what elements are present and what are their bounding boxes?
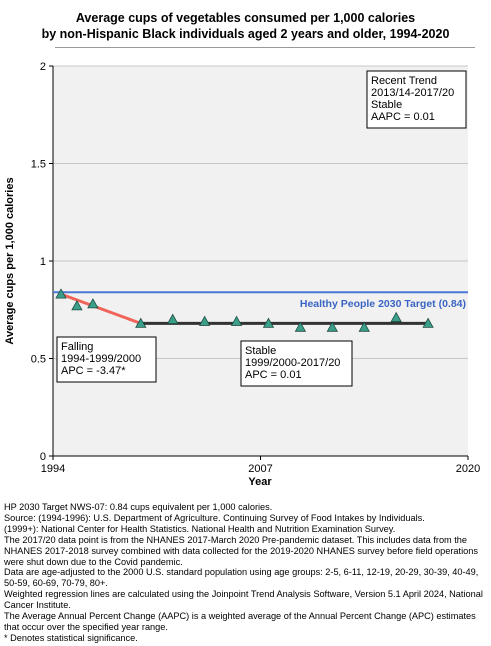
y-tick-label: 0: [40, 451, 46, 463]
data-point: [71, 300, 83, 311]
footnote: The Average Annual Percent Change (AAPC)…: [4, 611, 476, 632]
data-point: [87, 298, 99, 309]
data-point: [326, 321, 339, 332]
annotation-line: 2013/14-2017/20: [371, 87, 454, 99]
footnote: HP 2030 Target NWS-07: 0.84 cups equival…: [4, 502, 273, 512]
footnote: Source: (1994-1996): U.S. Department of …: [4, 512, 425, 523]
data-point: [390, 311, 402, 322]
data-point: [198, 315, 211, 326]
x-tick-label: 1994: [41, 463, 65, 475]
annotation-line: 1994-1999/2000: [61, 353, 141, 365]
data-point: [294, 321, 307, 332]
x-tick-label: 2007: [248, 463, 272, 475]
annotation-line: Stable: [245, 345, 276, 357]
footnote: (1999+): National Center for Health Stat…: [4, 523, 396, 534]
y-axis-label: Average cups per 1,000 calories: [4, 177, 16, 344]
y-tick-label: 1: [40, 256, 46, 268]
data-point: [230, 315, 243, 326]
annotation-line: Stable: [371, 99, 402, 111]
data-point: [135, 317, 147, 328]
footnote: Weighted regression lines are calculated…: [4, 589, 483, 611]
footnote: * Denotes statistical significance.: [4, 632, 138, 643]
annotation-line: Recent Trend: [371, 75, 437, 87]
footnote: The 2017/20 data point is from the NHANE…: [4, 534, 478, 567]
y-tick-label: 1.5: [31, 159, 46, 171]
annotation-line: APC = 0.01: [245, 369, 302, 381]
data-point: [358, 321, 370, 332]
data-point: [262, 317, 275, 328]
trend-segment: [60, 292, 142, 325]
x-axis-label: Year: [248, 476, 272, 488]
annotation-frame: [366, 70, 467, 129]
annotation-line: APC = -3.47*: [61, 365, 126, 377]
title-divider: [55, 47, 475, 48]
footnotes: HP 2030 Target NWS-07: 0.84 cups equival…: [4, 502, 489, 644]
annotation-frame: [56, 336, 157, 383]
annotation-frame: [240, 340, 353, 387]
footnote: Data are age-adjusted to the 2000 U.S. s…: [4, 567, 479, 589]
chart-title: Average cups of vegetables consumed per …: [0, 10, 491, 42]
y-tick-label: 0.5: [31, 354, 46, 366]
x-tick-label: 2020: [456, 463, 480, 475]
target-label: Healthy People 2030 Target (0.84): [300, 298, 466, 310]
y-tick-label: 2: [40, 61, 46, 73]
data-point: [167, 313, 179, 324]
line-chart: 0 0.5 1 1.5 2 1994 2007 2020 Healthy People 203…: [4, 61, 480, 488]
chart-title-line-1: Average cups of vegetables consumed per …: [75, 11, 416, 25]
annotation-line: AAPC = 0.01: [371, 111, 435, 123]
annotation-line: 1999/2000-2017/20: [245, 357, 340, 369]
chart-title-line-2: by non-Hispanic Black individuals aged 2…: [41, 27, 450, 41]
data-point: [422, 317, 434, 328]
annotation-line: Falling: [61, 341, 93, 353]
data-point: [55, 288, 67, 299]
